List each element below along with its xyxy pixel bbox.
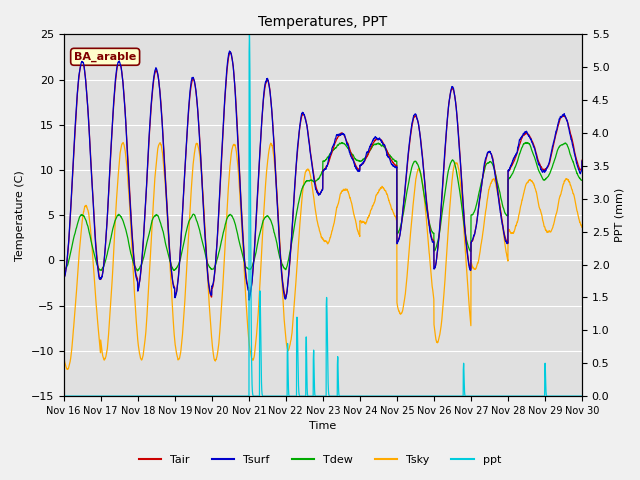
Title: Temperatures, PPT: Temperatures, PPT xyxy=(258,15,387,29)
Legend: Tair, Tsurf, Tdew, Tsky, ppt: Tair, Tsurf, Tdew, Tsky, ppt xyxy=(134,451,506,469)
Y-axis label: PPT (mm): PPT (mm) xyxy=(615,188,625,242)
X-axis label: Time: Time xyxy=(309,421,337,432)
Text: BA_arable: BA_arable xyxy=(74,52,136,62)
Y-axis label: Temperature (C): Temperature (C) xyxy=(15,170,25,261)
